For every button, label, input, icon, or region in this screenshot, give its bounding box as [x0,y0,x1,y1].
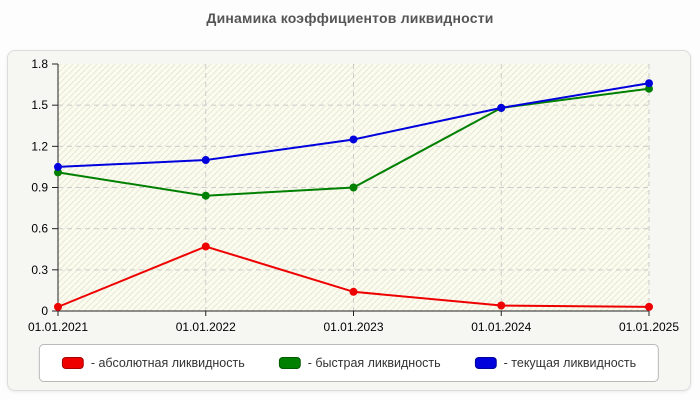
x-tick-label: 01.01.2021 [28,320,88,334]
data-point [497,103,506,112]
series-0 [54,242,653,311]
data-point [349,135,358,144]
chart-legend: - абсолютная ликвидность - быстрая ликвид… [38,344,660,382]
axes [52,63,650,316]
y-tick-label: 1.2 [31,139,48,153]
x-tick-label: 01.01.2025 [619,320,679,334]
chart-title: Динамика коэффициентов ликвидности [206,10,494,26]
y-tick-label: 1.5 [31,98,48,112]
chart-svg: 00.30.60.91.21.51.801.01.2021 01.01.2022 0… [28,57,679,334]
y-tick-label: 0.6 [31,222,48,236]
data-point [349,183,358,192]
legend-label: - абсолютная ликвидность [90,356,245,370]
data-point [54,168,62,177]
legend-swatch [278,357,301,369]
data-point [54,162,62,171]
x-axis-labels: 01.01.2021 01.01.2022 01.01.2023 01.01.2024… [28,320,679,334]
y-axis-labels: 0 0.3 0.6 0.9 1.2 1.5 1.8 [31,57,48,318]
x-tick-label: 01.01.2024 [471,320,531,334]
data-point [645,302,653,311]
data-point [54,302,62,311]
y-tick-label: 0.3 [31,263,48,277]
series-2 [54,79,653,171]
legend-label: - быстрая ликвидность [307,356,441,370]
y-tick-label: 0 [41,304,48,318]
y-tick-label: 0.9 [31,181,48,195]
data-point [645,79,653,88]
legend-swatch [61,357,84,369]
data-point [645,84,653,93]
legend-entry: - быстрая ликвидность [278,356,441,370]
data-point [349,287,358,296]
chart-panel: 0 0.3 0.6 0.9 1.2 1.5 1.8 01.01.2021 01.01.2022 0… [7,50,691,391]
y-tick-label: 1.8 [31,57,48,71]
data-point [497,301,506,310]
legend-entry: - текущая ликвидность [474,356,637,370]
x-tick-label: 01.01.2022 [176,320,236,334]
x-tick-label: 01.01.2023 [323,320,383,334]
legend-label: - текущая ликвидность [503,356,637,370]
data-point [201,191,210,200]
legend-swatch [474,357,497,369]
data-point [201,242,210,251]
legend-entry: - абсолютная ликвидность [61,356,245,370]
data-point [201,156,210,165]
